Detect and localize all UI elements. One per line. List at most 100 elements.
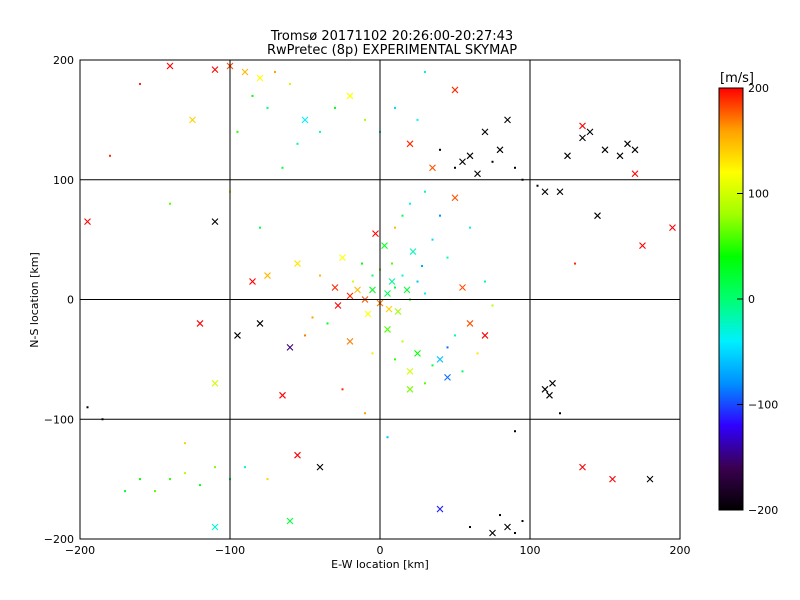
- data-point-dot-162: [352, 280, 354, 283]
- data-point-dot-121: [266, 478, 269, 481]
- data-point-dot-40: [476, 352, 479, 355]
- data-point-x-146: [451, 194, 459, 202]
- data-point-x-22: [339, 254, 346, 261]
- data-point-dot-6: [401, 274, 404, 277]
- data-point-dot-19: [431, 238, 434, 241]
- colorbar-tick-label-1: 100: [748, 188, 769, 201]
- data-point-dot-28: [431, 364, 434, 367]
- data-point-x-94: [541, 385, 549, 393]
- data-point-dot-41: [461, 370, 464, 373]
- data-point-x-32: [406, 367, 414, 375]
- data-point-dot-30: [446, 346, 449, 349]
- colorbar-tick-label-2: 0: [748, 293, 755, 306]
- axis-ticks: −200 −100 0 100 200 −200 −100 0 100 200: [44, 54, 691, 557]
- data-point-x-130: [196, 320, 204, 327]
- data-point-x-147: [429, 164, 436, 172]
- data-point-x-131: [211, 379, 219, 387]
- x-tick-label-0: −200: [65, 544, 95, 557]
- data-point-dot-108: [139, 478, 141, 481]
- data-point-dot-138: [169, 202, 171, 205]
- data-point-x-13: [364, 310, 372, 318]
- data-point-dot-145: [469, 226, 471, 229]
- data-point-x-95: [549, 379, 556, 387]
- colorbar-ticks: 200 100 0 −100 −200: [737, 82, 778, 517]
- data-point-dot-47: [289, 82, 291, 85]
- data-point-dot-76: [536, 184, 539, 187]
- data-point-x-157: [403, 286, 411, 294]
- data-point-dot-46: [274, 70, 276, 73]
- data-point-x-73: [504, 116, 511, 124]
- colorbar-tick-label-3: −100: [748, 399, 778, 412]
- data-point-dot-10: [416, 280, 419, 283]
- data-point-dot-159: [361, 262, 363, 265]
- data-point-dot-8: [391, 262, 393, 265]
- data-point-dot-69: [454, 166, 456, 169]
- data-points: [84, 62, 676, 537]
- data-point-dot-26: [401, 340, 404, 343]
- data-point-x-126: [234, 332, 241, 339]
- data-point-dot-111: [124, 490, 126, 493]
- data-point-x-14: [381, 242, 388, 250]
- data-point-x-82: [616, 152, 624, 160]
- data-point-dot-137: [259, 226, 261, 229]
- data-point-dot-51: [319, 130, 321, 133]
- data-point-x-101: [504, 523, 511, 531]
- data-point-dot-17: [401, 214, 404, 217]
- data-point-x-35: [346, 338, 354, 345]
- data-point-dot-54: [364, 118, 366, 121]
- grid-lines: [80, 60, 680, 539]
- data-point-x-77: [541, 188, 549, 196]
- data-point-dot-106: [469, 526, 471, 529]
- data-point-x-99: [609, 475, 616, 483]
- data-point-x-27: [414, 349, 421, 357]
- data-point-x-70: [474, 170, 481, 178]
- data-point-x-105: [489, 529, 496, 537]
- data-point-dot-112: [184, 472, 186, 475]
- data-point-dot-143: [484, 280, 486, 283]
- data-point-dot-55: [296, 142, 299, 145]
- data-point-x-15: [372, 230, 379, 238]
- data-point-x-163: [334, 302, 342, 309]
- data-point-x-78: [556, 188, 564, 196]
- data-point-dot-18: [409, 202, 411, 205]
- data-point-x-140: [84, 218, 91, 226]
- data-point-x-142: [459, 284, 466, 291]
- colorbar-tick-label-0: 200: [748, 82, 769, 95]
- data-point-dot-20: [439, 214, 441, 217]
- data-point-x-96: [546, 391, 553, 399]
- data-point-dot-152: [341, 388, 344, 391]
- data-point-dot-144: [491, 304, 494, 307]
- data-point-dot-9: [371, 274, 374, 277]
- data-point-x-63: [406, 140, 414, 148]
- x-tick-label-3: 100: [520, 544, 541, 557]
- data-point-dot-48: [251, 94, 254, 97]
- data-point-dot-116: [244, 466, 246, 469]
- data-point-x-58: [166, 62, 174, 70]
- y-tick-label-1: −100: [44, 413, 74, 426]
- data-point-x-53: [346, 92, 354, 100]
- data-point-dot-114: [214, 466, 216, 469]
- colorbar-label: [m/s]: [720, 71, 754, 86]
- data-point-x-44: [256, 74, 264, 82]
- data-point-dot-113: [199, 484, 201, 487]
- data-point-dot-154: [386, 436, 389, 439]
- plot-frame: [79, 59, 681, 540]
- data-point-dot-52: [334, 106, 336, 109]
- data-point-dot-74: [514, 166, 516, 169]
- colorbar-tick-label-4: −200: [748, 504, 778, 517]
- x-tick-label-4: 200: [670, 544, 691, 557]
- data-point-dot-59: [139, 82, 141, 85]
- data-point-dot-123: [86, 406, 89, 409]
- data-point-x-129: [279, 391, 286, 399]
- data-point-x-66: [451, 86, 459, 94]
- data-point-x-80: [586, 128, 594, 136]
- data-point-x-72: [496, 146, 504, 154]
- data-point-x-117: [286, 517, 294, 525]
- data-point-x-161: [409, 248, 417, 255]
- data-point-x-86: [564, 152, 571, 160]
- data-point-dot-16: [394, 226, 396, 229]
- x-axis-label: E-W location [km]: [331, 558, 429, 571]
- data-point-x-98: [579, 463, 586, 471]
- data-point-x-156: [388, 278, 396, 285]
- data-point-x-88: [481, 128, 489, 136]
